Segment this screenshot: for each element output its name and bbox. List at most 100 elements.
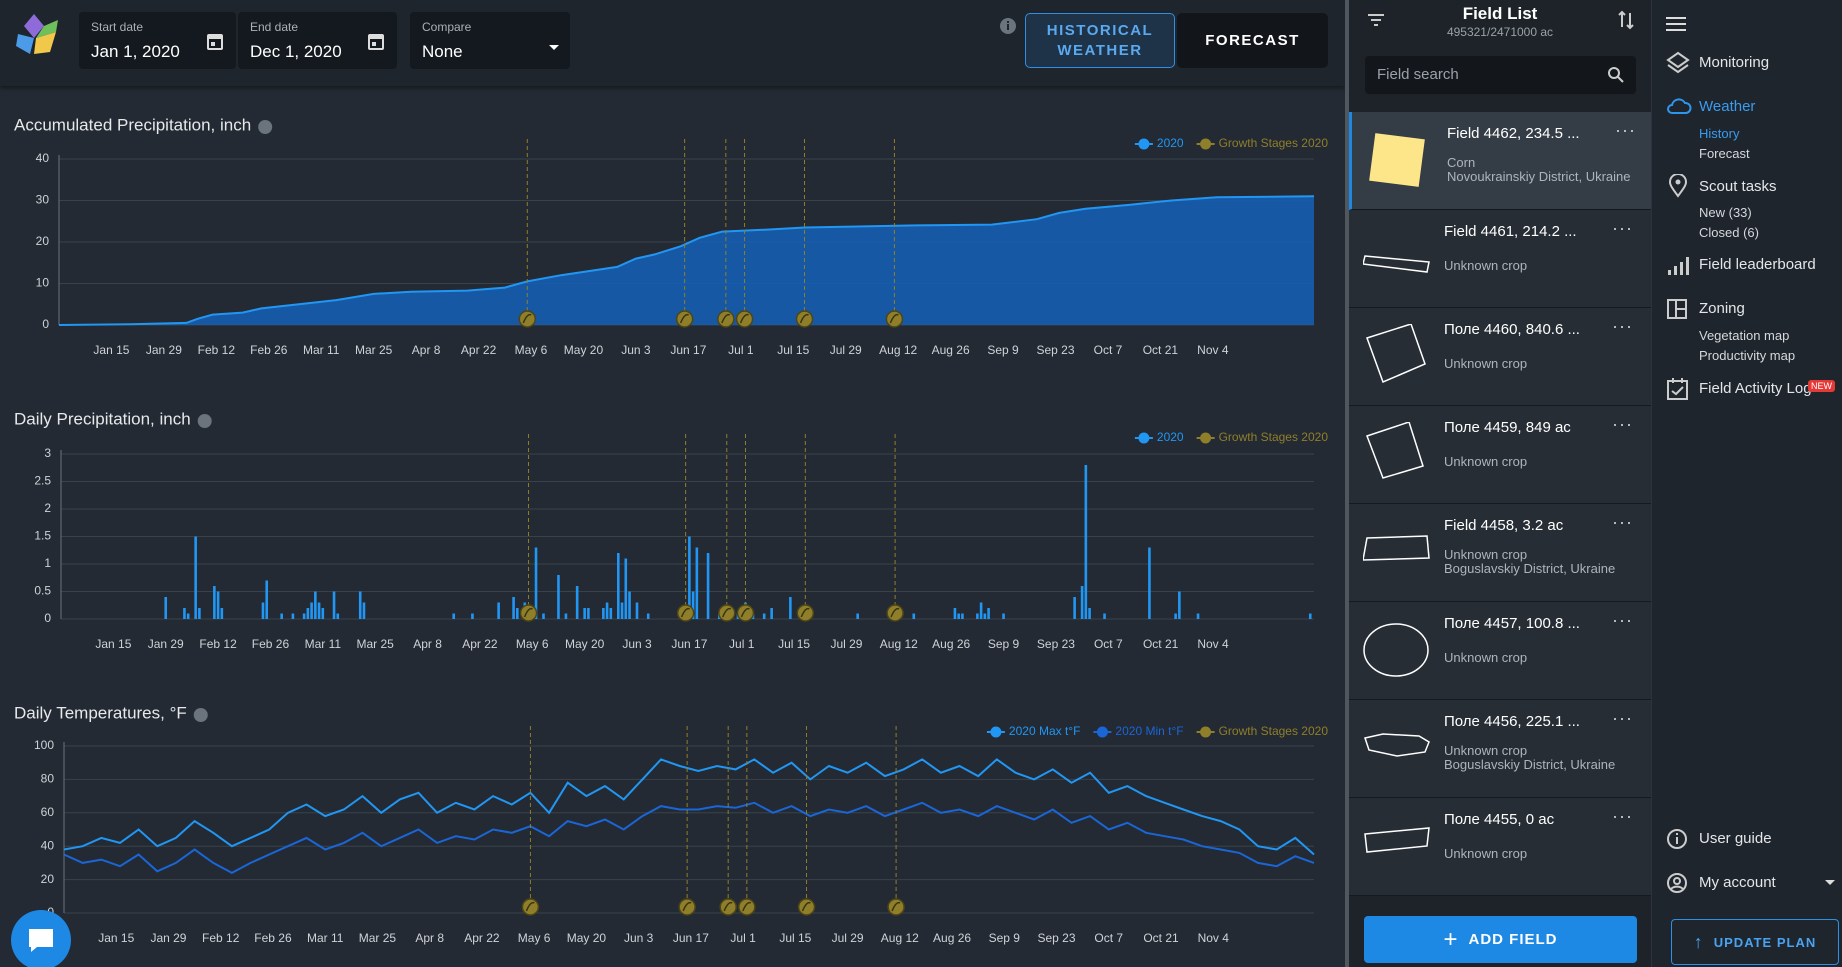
filter-icon[interactable] bbox=[1366, 12, 1386, 28]
start-date-value: Jan 1, 2020 bbox=[91, 42, 180, 61]
chart-title: Daily Temperatures, °F bbox=[14, 703, 187, 722]
sort-icon[interactable] bbox=[1617, 10, 1635, 30]
legend-label: 2020 bbox=[1157, 136, 1184, 150]
growth-stage-leaf bbox=[523, 607, 533, 618]
growth-stage-leaf bbox=[525, 901, 535, 912]
nav-scout-tasks[interactable]: Scout tasks bbox=[1699, 178, 1777, 195]
chat-button[interactable] bbox=[6, 905, 78, 967]
zoning-icon bbox=[1667, 299, 1687, 319]
field-menu[interactable]: ··· bbox=[1612, 512, 1633, 532]
field-card[interactable]: Поле 4457, 100.8 ... Unknown crop ··· bbox=[1349, 602, 1651, 700]
update-plan-button[interactable]: ↑ UPDATE PLAN bbox=[1671, 919, 1839, 965]
x-tick-label: Mar 25 bbox=[355, 343, 393, 357]
growth-stage-leaf bbox=[682, 901, 692, 912]
nav-history[interactable]: History bbox=[1699, 126, 1740, 141]
field-list-area: 495321/2471000 ac bbox=[1446, 25, 1554, 39]
nav-weather[interactable]: Weather bbox=[1699, 98, 1756, 115]
legend-label: Growth Stages 2020 bbox=[1219, 430, 1329, 444]
field-card[interactable]: Поле 4456, 225.1 ... Unknown crop Boguslav… bbox=[1349, 700, 1651, 798]
growth-stage-leaf bbox=[723, 901, 733, 912]
x-tick-label: Feb 26 bbox=[252, 637, 290, 651]
x-tick-label: Aug 26 bbox=[932, 343, 970, 357]
growth-stage-marker bbox=[797, 898, 816, 916]
x-tick-label: Apr 22 bbox=[464, 931, 500, 945]
y-tick-label: 100 bbox=[34, 738, 54, 752]
nav-vegetation-map[interactable]: Vegetation map bbox=[1699, 328, 1790, 343]
bar bbox=[332, 591, 336, 619]
x-tick-label: Jan 15 bbox=[98, 931, 134, 945]
field-name: Поле 4460, 840.6 ... bbox=[1444, 321, 1580, 338]
bar bbox=[1080, 586, 1084, 619]
field-menu[interactable]: ··· bbox=[1612, 610, 1633, 630]
bar bbox=[983, 613, 987, 619]
nav-scout-new[interactable]: New (33) bbox=[1699, 205, 1752, 220]
nav-scout-closed[interactable]: Closed (6) bbox=[1699, 225, 1759, 240]
account-icon bbox=[1667, 873, 1687, 893]
x-tick-label: Jul 15 bbox=[777, 343, 809, 357]
nav-my-account[interactable]: My account bbox=[1699, 874, 1776, 891]
growth-stage-marker bbox=[519, 604, 538, 622]
field-menu[interactable]: ··· bbox=[1612, 218, 1633, 238]
growth-stage-marker bbox=[717, 310, 735, 328]
field-card[interactable]: Field 4461, 214.2 ... Unknown crop ··· bbox=[1349, 210, 1651, 308]
bar bbox=[534, 547, 538, 619]
x-tick-label: Apr 22 bbox=[462, 637, 498, 651]
y-tick-label: 60 bbox=[41, 805, 55, 819]
growth-stage-marker bbox=[675, 310, 694, 328]
info-icon[interactable] bbox=[999, 17, 1017, 35]
compare[interactable]: Compare None bbox=[410, 12, 570, 69]
field-card[interactable]: Field 4458, 3.2 ac Unknown crop Boguslavsk… bbox=[1349, 504, 1651, 602]
field-menu[interactable]: ··· bbox=[1612, 708, 1633, 728]
bar bbox=[306, 608, 310, 619]
bar bbox=[164, 597, 168, 619]
y-tick-label: 3 bbox=[44, 446, 51, 460]
x-tick-label: Nov 4 bbox=[1198, 931, 1230, 945]
add-field-button[interactable]: + ADD FIELD bbox=[1364, 916, 1637, 963]
growth-stage-marker bbox=[736, 604, 755, 622]
info-icon bbox=[258, 120, 273, 134]
x-tick-label: Mar 11 bbox=[303, 343, 340, 357]
y-tick-label: 10 bbox=[36, 276, 50, 290]
side-nav: Monitoring Weather History Forecast Scou… bbox=[1651, 0, 1842, 967]
growth-stage-marker bbox=[521, 898, 540, 916]
field-menu[interactable]: ··· bbox=[1615, 120, 1636, 140]
growth-stage-marker bbox=[518, 310, 537, 328]
nav-productivity-map[interactable]: Productivity map bbox=[1699, 348, 1796, 363]
field-search[interactable]: Field search bbox=[1365, 56, 1636, 94]
bar bbox=[1103, 613, 1106, 619]
field-menu[interactable]: ··· bbox=[1612, 414, 1633, 434]
nav-field-leaderboard[interactable]: Field leaderboard bbox=[1699, 256, 1816, 273]
nav-field-activity-log[interactable]: Field Activity Log bbox=[1699, 380, 1812, 397]
field-card[interactable]: Field 4462, 234.5 ... Corn Novoukrainskiy … bbox=[1349, 112, 1651, 210]
field-outline bbox=[1369, 133, 1425, 187]
nav-monitoring[interactable]: Monitoring bbox=[1699, 54, 1770, 71]
line bbox=[63, 801, 1315, 875]
activity-log-icon bbox=[1667, 378, 1688, 400]
y-tick-label: 80 bbox=[41, 772, 55, 786]
x-tick-label: Jan 15 bbox=[95, 637, 131, 651]
info-icon bbox=[193, 708, 208, 722]
field-menu[interactable]: ··· bbox=[1612, 806, 1633, 826]
field-outline bbox=[1364, 733, 1430, 757]
plus-icon: + bbox=[1443, 925, 1459, 953]
bar bbox=[1148, 547, 1151, 619]
forecast-button[interactable]: FORECAST bbox=[1177, 13, 1328, 68]
growth-stage-marker bbox=[718, 604, 736, 622]
field-crop: Unknown crop bbox=[1444, 743, 1528, 758]
historical-weather-button[interactable]: HISTORICAL WEATHER bbox=[1025, 13, 1175, 68]
info-icon bbox=[197, 414, 212, 428]
nav-zoning[interactable]: Zoning bbox=[1699, 300, 1745, 317]
start-date[interactable]: Start date Jan 1, 2020 bbox=[79, 12, 236, 69]
field-crop: Corn bbox=[1447, 155, 1476, 170]
field-menu[interactable]: ··· bbox=[1612, 316, 1633, 336]
menu-icon[interactable] bbox=[1666, 15, 1688, 33]
x-tick-label: Oct 21 bbox=[1143, 343, 1179, 357]
field-card[interactable]: Поле 4460, 840.6 ... Unknown crop ··· bbox=[1349, 308, 1651, 406]
nav-user-guide[interactable]: User guide bbox=[1699, 830, 1772, 847]
end-date[interactable]: End date Dec 1, 2020 bbox=[238, 12, 397, 69]
x-tick-label: Mar 25 bbox=[359, 931, 397, 945]
field-card[interactable]: Поле 4455, 0 ac Unknown crop ··· bbox=[1349, 798, 1651, 896]
field-card[interactable]: Поле 4459, 849 ac Unknown crop ··· bbox=[1349, 406, 1651, 504]
nav-forecast[interactable]: Forecast bbox=[1699, 146, 1750, 161]
x-tick-label: Nov 4 bbox=[1197, 343, 1229, 357]
